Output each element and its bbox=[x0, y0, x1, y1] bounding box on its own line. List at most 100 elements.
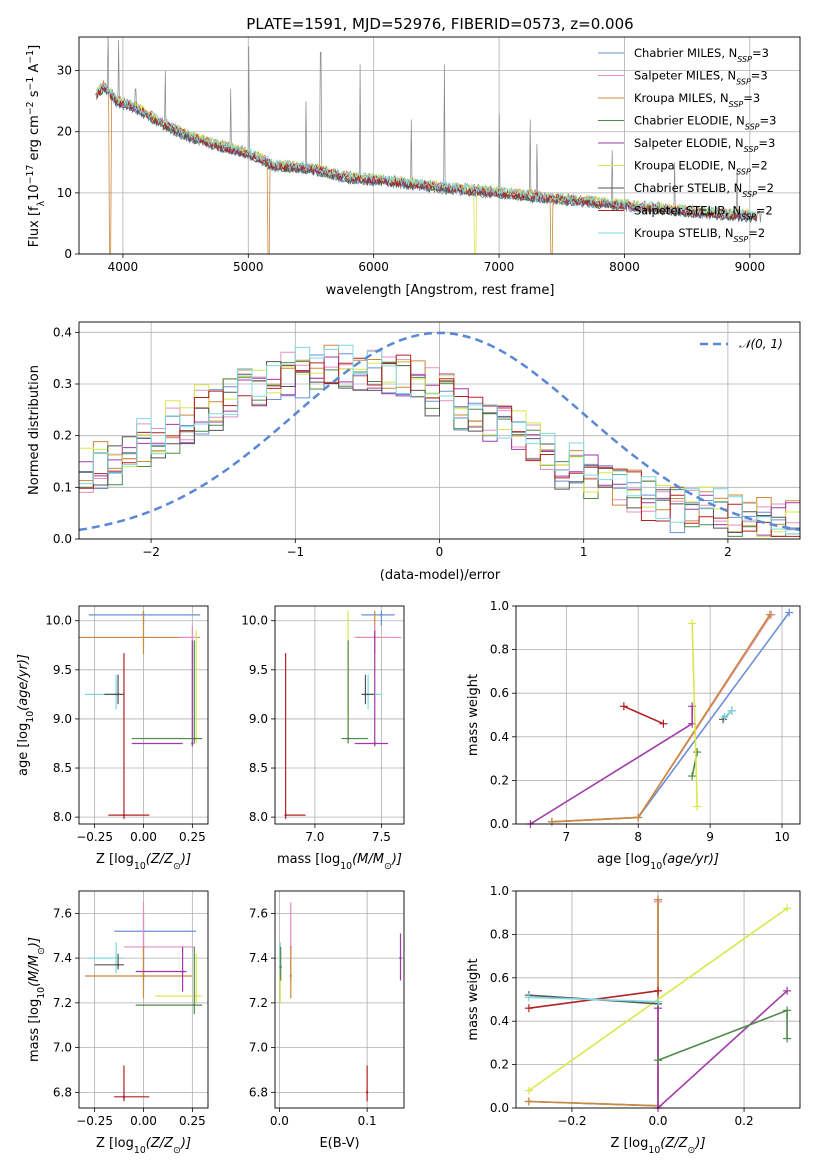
x-tick-label: −2 bbox=[142, 545, 160, 559]
point-chabrier-stelib bbox=[116, 693, 120, 696]
y-axis-label-part: −2 bbox=[25, 101, 36, 115]
x-tick-label: 2 bbox=[724, 545, 732, 559]
line-kroupa-stelib bbox=[723, 710, 733, 718]
y-axis-label-part: Flux [f bbox=[27, 206, 42, 247]
model-spectrum-kroupa-stelib bbox=[96, 82, 757, 219]
histogram-kroupa-stelib bbox=[79, 344, 800, 535]
y-axis-label-part: ] bbox=[27, 45, 42, 50]
axes-frame bbox=[78, 890, 209, 1109]
x-axis-label-part: age [log bbox=[597, 852, 650, 867]
y-axis-label: mass [log10(M/M⊙)] bbox=[27, 937, 47, 1062]
y-axis-label-part: s bbox=[27, 90, 42, 101]
y-tick-label: 30 bbox=[57, 64, 72, 78]
x-tick-label: 7000 bbox=[484, 260, 515, 274]
x-tick-label: 0.2 bbox=[735, 1114, 754, 1128]
x-tick-label: 8000 bbox=[609, 260, 640, 274]
x-tick-label: 6000 bbox=[358, 260, 389, 274]
y-tick-label: 0.0 bbox=[53, 532, 72, 546]
point-salpeter-stelib bbox=[284, 813, 287, 817]
legend-label-sub: SSP bbox=[736, 77, 751, 86]
y-tick-label: 0.8 bbox=[490, 927, 509, 941]
legend-label-name: Chabrier STELIB, N bbox=[634, 181, 742, 195]
y-tick-label: 9.0 bbox=[53, 712, 72, 726]
legend-label: 𝒩(0, 1) bbox=[739, 337, 783, 351]
y-tick-label: 0 bbox=[64, 247, 72, 261]
legend-label-name: Salpeter STELIB, N bbox=[634, 204, 741, 218]
legend-label: Kroupa MILES, NSSP=3 bbox=[634, 91, 760, 109]
legend-label-sub: SSP bbox=[736, 167, 751, 176]
y-axis-label: mass weight bbox=[466, 674, 481, 756]
axes-frame bbox=[78, 36, 801, 255]
x-axis-label: Z [log10(Z/Z⊙)] bbox=[96, 1136, 191, 1156]
gaussian-reference-curve bbox=[79, 331, 800, 532]
x-tick-label: 10 bbox=[774, 830, 789, 844]
y-axis-label-part: age [log bbox=[16, 723, 31, 776]
point-salpeter-miles bbox=[191, 636, 194, 639]
x-axis-label-part: ⊙ bbox=[173, 861, 181, 872]
y-axis-label-part: erg cm bbox=[27, 115, 42, 164]
point-chabrier-stelib bbox=[364, 693, 367, 696]
y-tick-label: 8.0 bbox=[53, 810, 72, 824]
mass-weight-vs-metallicity-panel: −0.2 0.0 0.2 0.0 0.2 0.4 0.6 0.8 1.0 Z [log10(Z/Z… bbox=[466, 884, 801, 1156]
point-chabrier-elodie bbox=[346, 737, 350, 740]
axes-frame bbox=[78, 605, 209, 825]
y-tick-label: 0.2 bbox=[490, 773, 509, 787]
point-kroupa-miles bbox=[142, 974, 145, 978]
y-axis-label-part: 10 bbox=[36, 987, 47, 999]
spectrum-panel: 4000 5000 6000 7000 8000 9000 0 10 20 30 wavelengt… bbox=[25, 36, 801, 298]
y-axis-label-part: ⊙ bbox=[36, 947, 47, 955]
legend-label: Chabrier STELIB, NSSP=2 bbox=[634, 181, 774, 199]
x-axis-label-part: Z [log bbox=[96, 1136, 134, 1151]
y-axis-label-part: A bbox=[27, 64, 42, 77]
legend-label-sub: SSP bbox=[741, 212, 756, 221]
y-tick-label: 1.0 bbox=[490, 599, 509, 613]
legend-label-count: =2 bbox=[757, 181, 774, 195]
x-tick-label: 0.0 bbox=[648, 1114, 667, 1128]
legend-label-name: Salpeter ELODIE, N bbox=[634, 136, 744, 150]
legend-label-count: =2 bbox=[756, 204, 773, 218]
legend-label-name: Salpeter MILES, N bbox=[634, 69, 736, 83]
y-tick-label: 9.0 bbox=[249, 712, 268, 726]
histogram-salpeter-stelib bbox=[79, 354, 800, 537]
point-chabrier-elodie bbox=[193, 1003, 196, 1007]
x-axis-label-part: (Z/Z bbox=[660, 1136, 688, 1151]
point-kroupa-miles bbox=[289, 974, 292, 978]
legend-label-count: =3 bbox=[751, 69, 768, 83]
point-kroupa-miles bbox=[142, 636, 145, 639]
legend-label: Salpeter STELIB, NSSP=2 bbox=[634, 204, 773, 222]
legend-label-name: Kroupa MILES, N bbox=[634, 91, 729, 105]
y-tick-label: 0.6 bbox=[490, 686, 509, 700]
x-tick-label: 0.1 bbox=[358, 1114, 377, 1128]
axes-frame bbox=[274, 890, 405, 1109]
x-axis-label-part: 10 bbox=[134, 1145, 146, 1156]
y-tick-label: 6.8 bbox=[249, 1085, 268, 1099]
point-salpeter-stelib bbox=[122, 813, 126, 817]
y-axis-label-part: 10 bbox=[27, 184, 42, 201]
y-tick-label: 7.4 bbox=[53, 951, 72, 965]
line-salpeter-miles bbox=[528, 901, 659, 1107]
y-tick-label: 10 bbox=[57, 186, 72, 200]
model-spectrum-chabrier-stelib bbox=[96, 85, 757, 223]
legend-label-sub: SSP bbox=[744, 145, 759, 154]
point-salpeter-elodie bbox=[181, 970, 184, 973]
axes-frame bbox=[274, 605, 405, 825]
y-tick-label: 0.0 bbox=[490, 817, 509, 831]
point-salpeter-stelib bbox=[122, 1095, 126, 1099]
y-axis-label-part: (M/M bbox=[27, 955, 42, 987]
y-tick-label: 0.4 bbox=[490, 730, 509, 744]
x-axis-label-part: ⊙ bbox=[688, 1145, 696, 1156]
x-axis-label-part: Z [log bbox=[610, 1136, 648, 1151]
point-chabrier-elodie bbox=[279, 965, 282, 969]
x-tick-label: −1 bbox=[286, 545, 304, 559]
point-chabrier-miles bbox=[380, 613, 383, 617]
mass-vs-ebv-panel: 0.0 0.1 6.8 7.0 7.2 7.4 7.6 E(B-V) bbox=[249, 890, 405, 1151]
y-axis-label-part: λ bbox=[36, 200, 47, 206]
legend-label-count: =3 bbox=[743, 91, 760, 105]
y-tick-label: 0.4 bbox=[53, 325, 72, 339]
point-kroupa-elodie bbox=[195, 994, 198, 998]
y-tick-label: 0.0 bbox=[490, 1101, 509, 1115]
x-tick-label: 0.00 bbox=[130, 1114, 157, 1128]
line-salpeter-elodie bbox=[529, 706, 693, 825]
